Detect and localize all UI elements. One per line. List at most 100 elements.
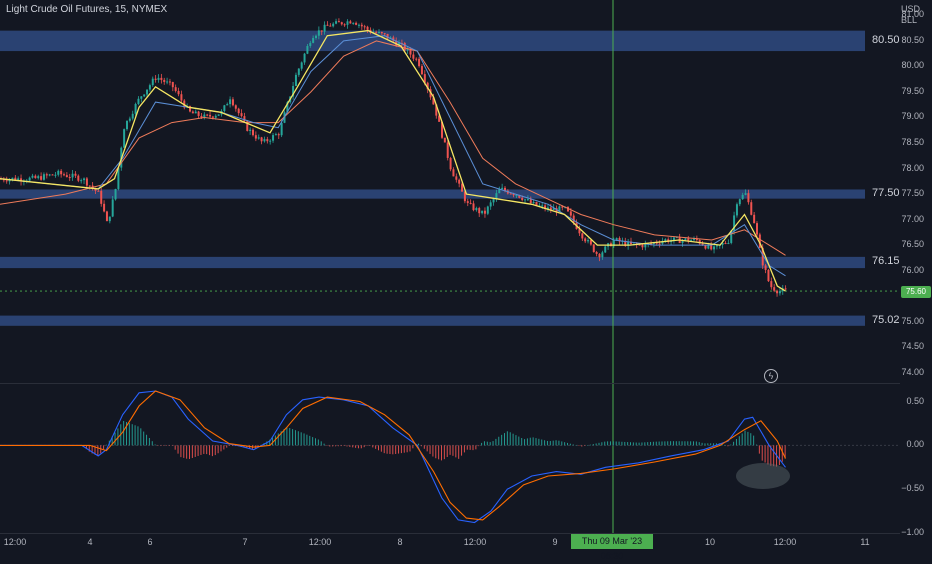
candle-body bbox=[398, 42, 401, 46]
histogram-bar bbox=[667, 441, 669, 446]
candle-body bbox=[724, 242, 727, 244]
candle-body bbox=[569, 211, 572, 216]
histogram-bar bbox=[423, 445, 425, 449]
candle-body bbox=[191, 111, 194, 114]
histogram-bar bbox=[366, 445, 368, 447]
lightning-icon[interactable]: ϟ bbox=[764, 369, 778, 383]
histogram-bar bbox=[767, 445, 769, 465]
candle-body bbox=[54, 174, 57, 176]
histogram-bar bbox=[552, 440, 554, 446]
histogram-bar bbox=[515, 435, 517, 446]
histogram-bar bbox=[337, 445, 339, 447]
candle-body bbox=[117, 167, 120, 189]
candle-body bbox=[363, 26, 366, 28]
candle-body bbox=[309, 42, 312, 46]
candle-body bbox=[51, 174, 54, 176]
histogram-bar bbox=[160, 445, 162, 446]
histogram-bar bbox=[443, 445, 445, 460]
histogram-bar bbox=[335, 445, 337, 447]
candle-body bbox=[360, 24, 363, 27]
histogram-bar bbox=[524, 439, 526, 446]
histogram-bar bbox=[378, 445, 379, 451]
histogram-bar bbox=[300, 432, 302, 446]
candle-body bbox=[535, 202, 538, 206]
histogram-bar bbox=[481, 442, 483, 446]
price-chart[interactable] bbox=[0, 0, 932, 550]
histogram-bar bbox=[386, 445, 388, 454]
histogram-bar bbox=[203, 445, 205, 454]
candle-body bbox=[504, 187, 506, 191]
candle-body bbox=[37, 176, 40, 179]
candle-body bbox=[274, 134, 277, 136]
histogram-bar bbox=[128, 423, 130, 446]
candle-body bbox=[518, 195, 521, 198]
histogram-bar bbox=[652, 441, 654, 446]
histogram-bar bbox=[441, 445, 442, 461]
candle-body bbox=[715, 245, 718, 247]
price-tick-label: 77.00 bbox=[901, 213, 924, 224]
candle-body bbox=[641, 244, 644, 248]
candle-body bbox=[14, 177, 17, 181]
cursor-time-label: Thu 09 Mar '23 08:30 bbox=[571, 534, 653, 561]
zone-2 bbox=[0, 256, 865, 269]
price-tick-label: 80.00 bbox=[901, 60, 924, 71]
histogram-bar bbox=[166, 445, 168, 446]
histogram-bar bbox=[690, 441, 692, 446]
histogram-bar bbox=[678, 441, 680, 446]
candle-body bbox=[538, 205, 541, 207]
candle-body bbox=[74, 173, 77, 176]
candle-body bbox=[114, 188, 117, 200]
histogram-bar bbox=[438, 445, 440, 460]
histogram-bar bbox=[317, 439, 319, 446]
candle-body bbox=[249, 129, 252, 131]
candle-body bbox=[140, 96, 143, 99]
candle-body bbox=[495, 193, 498, 199]
histogram-bar bbox=[567, 442, 568, 446]
histogram-bar bbox=[458, 445, 460, 459]
histogram-bar bbox=[231, 445, 233, 446]
candle-body bbox=[598, 253, 601, 258]
histogram-bar bbox=[420, 445, 422, 447]
histogram-bar bbox=[449, 445, 451, 455]
candle-body bbox=[741, 194, 744, 200]
candle-body bbox=[323, 24, 326, 32]
candle-body bbox=[446, 142, 449, 158]
histogram-bar bbox=[286, 426, 288, 446]
histogram-bar bbox=[320, 441, 322, 446]
histogram-bar bbox=[137, 426, 139, 446]
histogram-bar bbox=[126, 422, 127, 446]
histogram-bar bbox=[226, 445, 228, 448]
candle-body bbox=[80, 180, 83, 182]
candle-body bbox=[315, 35, 317, 39]
histogram-bar bbox=[638, 442, 640, 446]
histogram-bar bbox=[713, 443, 715, 446]
histogram-bar bbox=[770, 445, 772, 466]
candle-body bbox=[335, 21, 338, 24]
candle-body bbox=[226, 104, 229, 106]
candle-body bbox=[733, 215, 736, 231]
candle-body bbox=[463, 191, 466, 202]
candle-body bbox=[710, 244, 713, 250]
candle-body bbox=[146, 89, 149, 95]
candle-body bbox=[100, 190, 103, 204]
histogram-bar bbox=[592, 444, 594, 446]
candle-body bbox=[707, 244, 710, 249]
histogram-bar bbox=[435, 445, 437, 459]
candle-body bbox=[549, 207, 552, 211]
zone-price-label: 76.15 bbox=[872, 255, 900, 268]
candle-body bbox=[28, 177, 31, 181]
candle-body bbox=[389, 37, 392, 39]
candle-body bbox=[773, 287, 776, 291]
pane-separator[interactable] bbox=[0, 383, 900, 384]
histogram-bar bbox=[584, 445, 586, 446]
candle-body bbox=[105, 211, 108, 222]
candle-body bbox=[747, 193, 750, 203]
histogram-bar bbox=[91, 445, 93, 454]
candle-body bbox=[197, 111, 200, 116]
histogram-bar bbox=[549, 441, 551, 446]
candle-body bbox=[108, 216, 111, 222]
histogram-bar bbox=[340, 445, 342, 447]
candle-body bbox=[211, 116, 214, 118]
candle-body bbox=[744, 193, 747, 195]
candle-body bbox=[501, 187, 504, 190]
